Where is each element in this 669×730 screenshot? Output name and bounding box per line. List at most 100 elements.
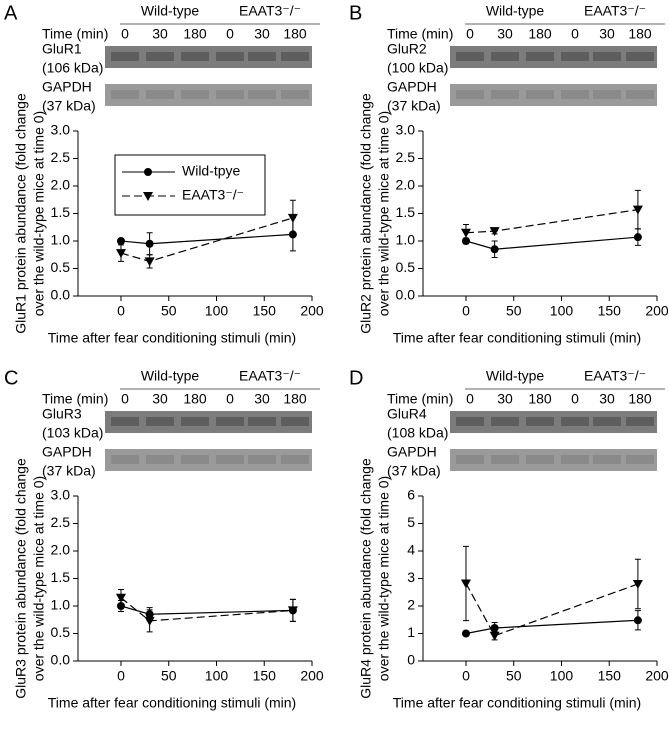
lane-label: 30 [497, 391, 513, 407]
series-line [465, 583, 639, 637]
marker [461, 629, 470, 638]
lane-label: 0 [466, 391, 474, 407]
marker [144, 257, 155, 267]
lane-label: 0 [121, 391, 129, 407]
blot-lane [526, 90, 554, 99]
lane-label: 0 [226, 26, 234, 42]
x-axis-label: Time after fear conditioning stimuli (mi… [48, 695, 296, 711]
legend-label: Wild-tpye [182, 163, 241, 179]
x-tick-label: 50 [161, 668, 177, 684]
x-tick-label: 0 [462, 668, 470, 684]
y-tick-label: 0.0 [51, 287, 71, 303]
x-tick-label: 100 [550, 668, 574, 684]
blot-lane [593, 52, 621, 61]
marker [144, 616, 155, 626]
marker [490, 245, 499, 254]
marker [115, 593, 126, 603]
y-tick-label: 2.5 [51, 149, 71, 165]
blot-lane [526, 455, 554, 464]
lane-label: 30 [254, 26, 270, 42]
blot-label: (108 kDa) [387, 425, 448, 441]
x-tick-label: 200 [645, 303, 669, 319]
blot-lane [626, 90, 654, 99]
x-tick-label: 100 [550, 303, 574, 319]
blot-lane [216, 90, 244, 99]
blot-lane [146, 417, 174, 426]
blot-lane [111, 455, 139, 464]
y-tick-label: 1 [407, 624, 415, 640]
blot-lane [281, 52, 309, 61]
blot-label: GAPDH [42, 444, 92, 460]
x-tick-label: 100 [205, 303, 229, 319]
y-axis-label: GluR4 protein abundance (fold change [358, 458, 374, 699]
y-tick-label: 0.5 [396, 259, 416, 275]
blot-lane [248, 417, 276, 426]
group-label: EAAT3⁻/⁻ [239, 3, 301, 19]
lane-label: 0 [466, 26, 474, 42]
y-tick-label: 5 [407, 514, 415, 530]
y-tick-label: 4 [407, 542, 415, 558]
blot-lane [248, 455, 276, 464]
blot-lane [456, 52, 484, 61]
blot-label: GAPDH [42, 79, 92, 95]
marker [145, 239, 154, 248]
x-axis-label: Time after fear conditioning stimuli (mi… [48, 330, 296, 346]
y-tick-label: 2.0 [51, 542, 71, 558]
y-axis-label: over the wild-type mice at time 0) [376, 111, 392, 316]
legend-marker [143, 192, 153, 201]
x-tick-label: 50 [506, 668, 522, 684]
marker [632, 205, 643, 215]
blot-label: (103 kDa) [42, 425, 103, 441]
y-tick-label: 3.0 [396, 122, 416, 138]
blot-lane [626, 52, 654, 61]
y-tick-label: 0.0 [396, 287, 416, 303]
lane-label: 180 [528, 391, 552, 407]
blot-lane [491, 90, 519, 99]
blot-lane [281, 90, 309, 99]
marker [287, 213, 298, 223]
y-tick-label: 3.0 [51, 487, 71, 503]
y-tick-label: 6 [407, 487, 415, 503]
y-axis-label: over the wild-type mice at time 0) [376, 476, 392, 681]
panel-label: C [4, 367, 18, 389]
y-tick-label: 1.0 [396, 232, 416, 248]
blot-lane [491, 455, 519, 464]
y-axis-label: over the wild-type mice at time 0) [31, 476, 47, 681]
x-tick-label: 0 [462, 303, 470, 319]
lane-label: 180 [628, 391, 652, 407]
marker [633, 616, 642, 625]
y-tick-label: 1.5 [396, 204, 416, 220]
legend-label: EAAT3⁻/⁻ [182, 187, 244, 203]
blot-lane [281, 455, 309, 464]
group-label: Wild-type [486, 368, 545, 384]
blot-label: GluR3 [42, 406, 82, 422]
lane-label: 30 [254, 391, 270, 407]
group-label: Wild-type [141, 368, 200, 384]
y-tick-label: 1.5 [51, 569, 71, 585]
x-tick-label: 50 [506, 303, 522, 319]
blot-label: (37 kDa) [387, 463, 441, 479]
marker [460, 579, 471, 589]
blot-lane [181, 455, 209, 464]
group-label: EAAT3⁻/⁻ [584, 368, 646, 384]
lane-label: 30 [152, 391, 168, 407]
x-tick-label: 200 [300, 303, 324, 319]
x-tick-label: 100 [205, 668, 229, 684]
lane-label: 30 [599, 391, 615, 407]
blot-lane [626, 417, 654, 426]
lane-label: 180 [283, 26, 307, 42]
x-tick-label: 150 [253, 668, 277, 684]
y-tick-label: 0.5 [51, 624, 71, 640]
blot-lane [216, 455, 244, 464]
blot-lane [456, 455, 484, 464]
blot-lane [111, 417, 139, 426]
blot-lane [146, 455, 174, 464]
x-tick-label: 150 [598, 668, 622, 684]
lane-label: 0 [121, 26, 129, 42]
marker [116, 237, 125, 245]
blot-lane [593, 455, 621, 464]
x-tick-label: 0 [117, 303, 125, 319]
time-label: Time (min) [42, 391, 108, 407]
y-tick-label: 3.0 [51, 122, 71, 138]
